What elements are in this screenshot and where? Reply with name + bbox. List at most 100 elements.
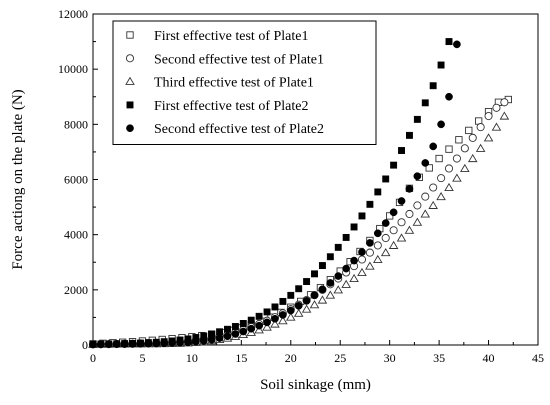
x-tick-label: 20 [285,351,297,365]
data-point [429,183,438,192]
data-point [349,273,359,283]
data-point [334,272,343,280]
data-point [445,92,453,101]
data-point [287,291,295,299]
legend-marker [126,124,134,133]
data-point [413,201,422,210]
data-point [231,323,239,330]
data-point [350,256,358,265]
data-point [460,144,469,153]
data-point [263,318,271,327]
x-axis-title: Soil sinkage (mm) [260,377,371,393]
data-point [215,334,224,342]
x-tick-label: 40 [483,351,495,365]
data-point [413,172,422,181]
y-tick-label: 2000 [64,283,88,297]
legend-marker [126,101,134,109]
data-point [389,208,398,217]
data-point [373,229,382,238]
data-point [437,174,446,183]
legend: First effective test of Plate1 Second eff… [112,20,377,145]
data-point [317,295,328,304]
data-point [311,270,318,278]
data-point [412,217,423,226]
legend-label: First effective test of Plate1 [154,29,308,44]
data-point [483,133,494,142]
data-point [436,191,446,201]
data-point [112,340,121,348]
data-point [334,243,342,251]
data-point [381,219,390,227]
data-point [491,122,502,131]
data-point [325,290,336,299]
data-point [421,159,430,167]
data-point [358,248,366,256]
data-point [390,161,398,169]
x-tick-label: 25 [334,351,346,365]
data-point [382,175,390,183]
data-point [271,303,279,311]
data-point [357,255,367,264]
data-point [191,337,200,346]
data-point [398,147,405,154]
legend-label: Second effective test of Plate2 [154,122,324,137]
series-5 [89,40,461,349]
y-axis-ticks: 0 2000 4000 6000 8000 10000 12000 [58,7,98,352]
y-tick-label: 10000 [58,62,88,76]
y-tick-label: 12000 [58,7,88,21]
legend-marker [126,31,134,39]
legend-marker [125,54,135,63]
data-point [429,142,438,151]
data-point [342,233,350,241]
legend-box [112,20,377,145]
data-point [152,339,161,348]
data-point [366,200,374,208]
data-point [176,338,184,347]
data-point [365,261,375,270]
x-tick-label: 35 [433,351,445,365]
data-point [373,241,382,250]
data-point [366,239,374,247]
data-point [302,297,311,305]
data-point [89,340,97,349]
x-tick-label: 10 [186,351,198,365]
data-point [358,212,366,220]
data-point [467,153,478,163]
x-tick-label: 45 [532,351,544,365]
data-point [326,253,334,261]
data-point [301,304,312,313]
x-tick-label: 15 [235,351,247,365]
data-point [294,301,303,310]
data-point [429,82,437,90]
data-point [333,285,344,294]
data-point [428,200,438,209]
data-point [475,143,486,152]
data-point [262,322,272,331]
data-point [420,209,431,218]
data-point [380,247,391,257]
data-point [318,262,326,270]
data-point [286,306,295,315]
x-tick-label: 0 [90,351,96,365]
data-point [223,332,232,341]
data-point [397,197,406,205]
data-point [484,112,493,121]
data-point [128,340,137,348]
data-point [279,311,287,319]
data-point [373,254,383,264]
data-point [263,308,271,316]
data-point [435,154,443,163]
data-point [492,103,501,112]
data-point [437,61,445,69]
x-axis-ticks: 0 5 10 15 20 25 30 35 40 45 [90,340,544,365]
data-point [342,264,351,273]
data-point [216,328,224,336]
data-point [326,279,335,287]
data-point [405,131,413,139]
data-point [452,154,461,163]
data-point [303,278,311,286]
data-point [374,188,382,196]
data-point [365,248,374,257]
data-point [445,145,453,153]
